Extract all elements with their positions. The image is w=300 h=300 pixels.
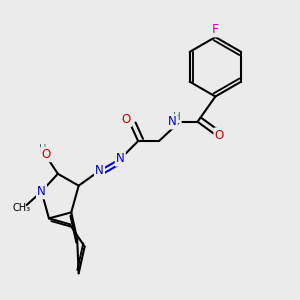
Text: O: O [214,129,224,142]
Text: F: F [212,23,219,36]
Text: O: O [41,148,51,161]
Text: O: O [122,113,131,126]
Text: N: N [168,115,177,128]
Text: N: N [95,164,104,177]
Text: H: H [173,112,181,122]
Text: N: N [37,185,46,198]
Text: CH₃: CH₃ [12,203,30,213]
Text: N: N [116,152,125,165]
Text: H: H [39,144,47,154]
